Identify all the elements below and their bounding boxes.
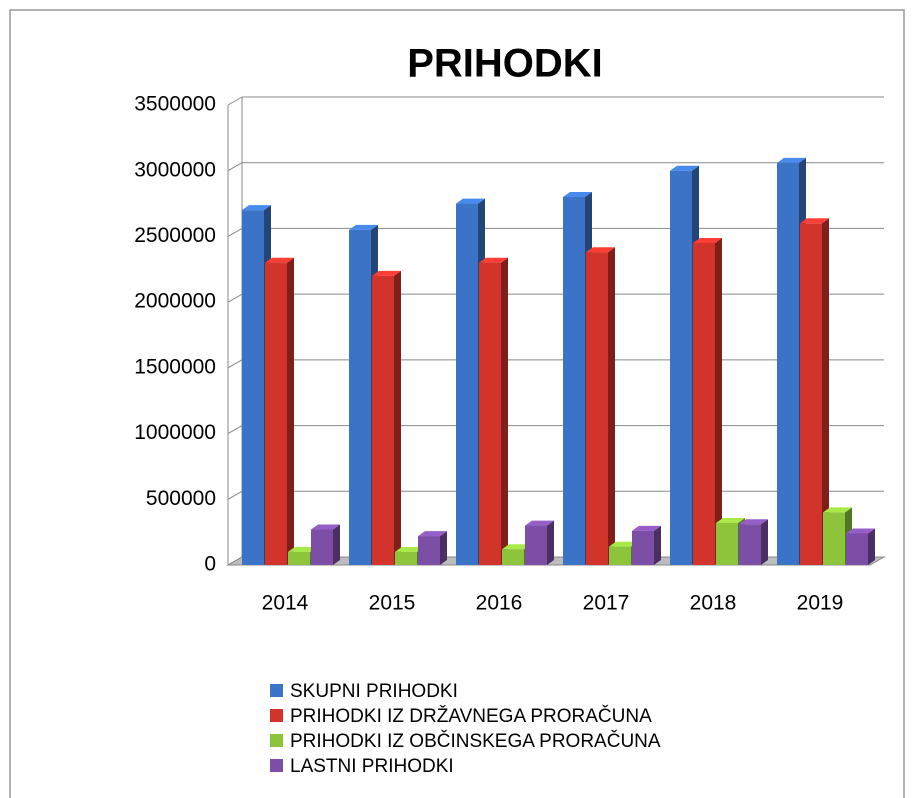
legend-swatch [270,759,283,772]
bar [525,525,547,565]
bar-top [632,525,661,531]
bar-top [242,205,271,211]
y-tick-label: 1500000 [134,355,216,378]
bar [265,262,287,565]
bar [800,223,822,566]
grid-line-side [227,162,243,172]
bar-side [608,247,615,565]
bar [456,203,478,566]
bar-top [739,519,768,525]
bar-side [822,218,829,566]
bar [693,243,715,565]
bar [502,549,524,565]
bar [349,229,371,565]
bar-side [394,270,401,565]
x-tick-label: 2014 [262,592,309,615]
bar-top [846,528,875,534]
grid-line-side [227,556,243,566]
x-tick-label: 2017 [583,592,630,615]
y-tick-label: 3500000 [134,93,216,116]
bar [242,210,264,565]
bar-top [609,541,638,547]
bar [372,275,394,565]
grid-line-side [227,293,243,303]
bar-top [265,257,294,263]
y-tick-label: 2500000 [134,224,216,247]
x-tick-label: 2019 [797,592,844,615]
bar [716,522,738,565]
bar-top [563,192,592,197]
y-tick-label: 2000000 [134,290,216,313]
legend-swatch [270,684,283,697]
bar-top [349,224,378,230]
bar-side [547,520,554,565]
bar [823,512,845,565]
bar-top [716,517,745,523]
bar-top [418,531,447,537]
bar-side [715,238,722,565]
x-tick-label: 2016 [476,592,523,615]
x-tick-label: 2015 [369,592,416,615]
bar [670,170,692,565]
bar-side [440,531,447,565]
y-tick-label: 0 [204,553,216,576]
grid-line-side [227,359,243,369]
bar [609,546,631,565]
grid-line-side [227,96,243,106]
legend-swatch [270,734,283,747]
bar [777,162,799,566]
bar-top [586,247,615,253]
bar-top [311,524,340,530]
y-tick-label: 1000000 [134,421,216,444]
bar [586,252,608,565]
chart-title: PRIHODKI [407,42,603,86]
bar-top [456,198,485,204]
y-tick-label: 500000 [146,487,216,510]
bar-top [395,546,424,552]
bar-top [823,507,852,513]
bar [418,536,440,565]
bar-top [525,520,554,526]
bar [311,529,333,565]
bar-side [333,524,340,565]
grid-line-side [227,227,243,237]
legend-label: PRIHODKI IZ OBČINSKEGA PRORAČUNA [290,730,661,752]
grid-line-side [227,425,243,435]
legend-swatch [270,709,283,722]
grid-line-side [227,490,243,500]
bar-top [288,546,317,552]
bar-top [479,257,508,263]
legend-label: PRIHODKI IZ DRŽAVNEGA PRORAČUNA [290,705,652,727]
bar [479,262,501,565]
bar [632,530,654,565]
y-tick-label: 3000000 [134,158,216,181]
bar-top [777,157,806,163]
bar-side [868,528,875,565]
bar-side [654,525,661,565]
x-tick-label: 2018 [690,592,737,615]
bar-top [372,270,401,276]
bar-top [800,218,829,224]
bar [846,533,868,565]
bar-top [502,544,531,550]
bar [739,524,761,565]
bar [288,551,310,565]
legend-label: LASTNI PRIHODKI [290,756,454,777]
bar-top [670,165,699,171]
bar [395,551,417,565]
legend-label: SKUPNI PRIHODKI [290,681,458,702]
bar [563,197,585,565]
bar-side [761,519,768,565]
bar-top [693,238,722,243]
bar-side [287,257,294,565]
bar-side [501,257,508,565]
